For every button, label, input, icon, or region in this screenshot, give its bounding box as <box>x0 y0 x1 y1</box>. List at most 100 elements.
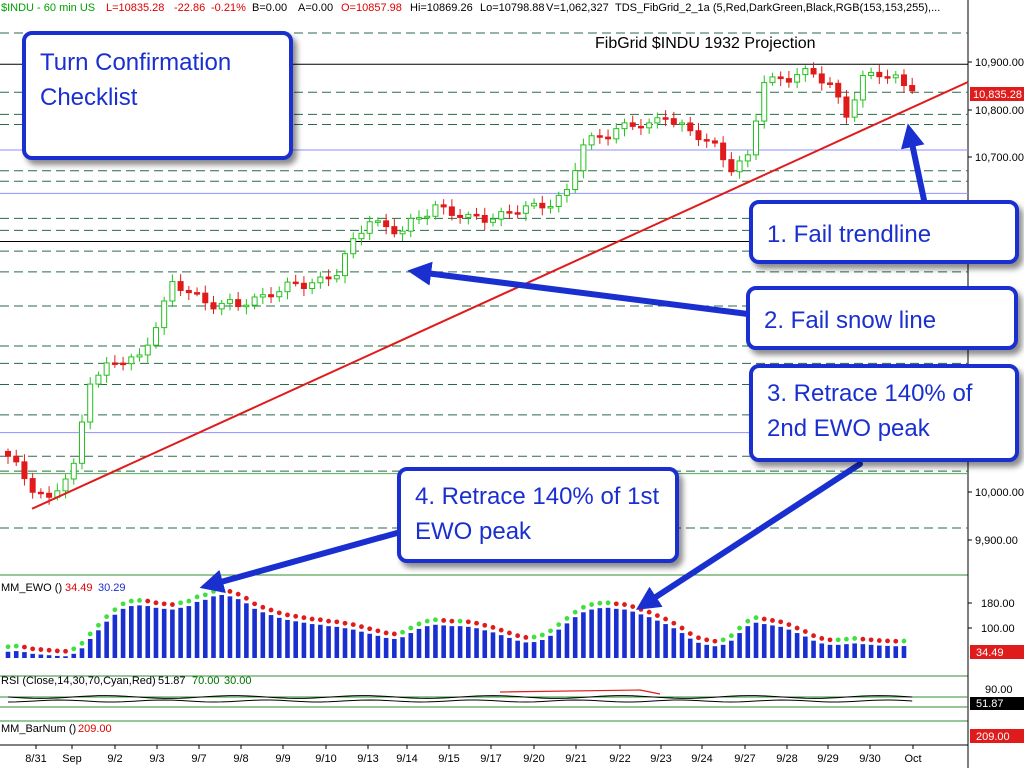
ewo-signal-dot <box>252 601 257 607</box>
candle-body <box>144 344 151 356</box>
candle-body <box>350 238 357 255</box>
ewo-bar <box>852 643 857 658</box>
ewo-bar <box>687 638 693 658</box>
ewo-bar <box>383 637 389 658</box>
ewo-signal-dot <box>301 615 307 621</box>
time-tick-label: 9/15 <box>438 753 459 765</box>
rsi-panel <box>0 689 968 708</box>
ewo-signal-dot <box>605 600 611 606</box>
ewo-signal-dot <box>186 598 192 604</box>
ewo-bar <box>276 617 282 658</box>
ewo-bar <box>827 644 833 658</box>
ewo-bar <box>104 621 109 658</box>
header-change-pct: -0.21% <box>211 2 246 14</box>
candle-body <box>818 73 825 84</box>
ewo-signal-dot <box>400 629 405 635</box>
ewo-bar <box>844 644 849 658</box>
candle-body <box>777 76 784 80</box>
ewo-bar <box>901 646 907 658</box>
candle-body <box>785 78 792 83</box>
time-tick-label: Sep <box>62 753 82 765</box>
ewo-panel <box>5 587 907 658</box>
candle-body <box>802 68 809 76</box>
ewo-bar <box>704 644 709 658</box>
ewo-bar <box>794 633 800 658</box>
candle-body <box>366 221 373 234</box>
ewo-signal-dot <box>893 638 899 644</box>
ewo-bar <box>507 637 512 658</box>
ewo-bar <box>129 606 134 658</box>
candle-body <box>309 282 316 290</box>
ewo-value-2: 30.29 <box>98 582 126 594</box>
price-tick-label: 10,800.00 <box>975 105 1024 117</box>
trendline-line <box>31 81 969 510</box>
header-ask: A=0.00 <box>298 2 333 14</box>
ewo-signal-dot <box>350 622 356 628</box>
candle-body <box>21 461 28 480</box>
candle-body <box>383 220 390 228</box>
ewo-bar <box>515 640 520 658</box>
ewo-bar <box>202 599 208 658</box>
ewo-tick-label: 100.00 <box>981 623 1015 635</box>
candle-body <box>46 492 53 498</box>
ewo-signal-dot <box>112 607 118 613</box>
ewo-bar <box>120 608 126 658</box>
candle-body <box>292 281 299 285</box>
ewo-signal-dot <box>835 637 841 643</box>
ewo-bar <box>252 608 257 658</box>
ewo-bar <box>268 615 274 658</box>
candle-body <box>827 82 833 85</box>
candle-body <box>572 170 579 190</box>
rsi-value-2: 70.00 <box>192 675 220 687</box>
ewo-badge-text: 34.49 <box>976 647 1004 659</box>
candle-body <box>358 232 365 240</box>
ewo-signal-dot <box>22 644 27 650</box>
ewo-signal-dot <box>211 588 216 594</box>
time-tick-label: 9/27 <box>734 753 755 765</box>
candle-body <box>342 253 349 277</box>
ewo-bar <box>696 642 701 658</box>
ewo-bar <box>761 624 767 658</box>
ewo-signal-dot <box>87 631 93 637</box>
ewo-signal-dot <box>367 626 373 632</box>
time-tick-label: 9/7 <box>191 753 206 765</box>
candle-body <box>120 362 127 366</box>
ewo-signal-dot <box>161 601 167 607</box>
ewo-signal-dot <box>819 636 825 641</box>
candle-body <box>843 96 850 118</box>
header-change: -22.86 <box>174 2 205 14</box>
retrace-1st-ewo-callout: 4. Retrace 140% of 1st EWO peak <box>397 467 679 563</box>
ewo-signal-dot <box>539 632 545 638</box>
ewo-bar <box>318 624 323 658</box>
candle-body <box>432 204 439 217</box>
ewo-signal-dot <box>309 616 315 622</box>
ewo-bar <box>770 625 775 658</box>
ewo-signal-dot <box>654 613 660 619</box>
candle-body <box>457 214 464 218</box>
arrow-fail-snow-line <box>407 261 751 317</box>
ewo-signal-dot <box>227 588 233 594</box>
barnum-legend: MM_BarNum () 209.00 <box>1 723 112 735</box>
ewo-bar <box>359 631 364 658</box>
rsi-tick-label: 90.00 <box>985 684 1013 696</box>
ewo-bar <box>835 644 841 658</box>
ewo-bar <box>548 635 553 658</box>
candle-body <box>728 159 735 173</box>
ewo-signal-dot <box>276 610 282 616</box>
ewo-badge: 34.49 <box>970 645 1024 659</box>
ewo-signal-dot <box>638 606 644 612</box>
ewo-signal-dot <box>219 587 225 593</box>
ewo-bar <box>5 651 11 658</box>
ewo-bar <box>622 609 627 658</box>
candle-body <box>588 135 595 146</box>
ewo-bar <box>581 612 586 658</box>
candle-body <box>210 302 217 310</box>
candle-body <box>448 206 455 216</box>
time-tick-label: 9/13 <box>357 753 378 765</box>
ewo-bar <box>663 624 668 658</box>
ewo-signal-dot <box>696 635 701 641</box>
candle-body <box>580 144 587 172</box>
trendline <box>31 81 969 510</box>
ewo-signal-dot <box>13 643 19 649</box>
candle-body <box>276 291 283 298</box>
